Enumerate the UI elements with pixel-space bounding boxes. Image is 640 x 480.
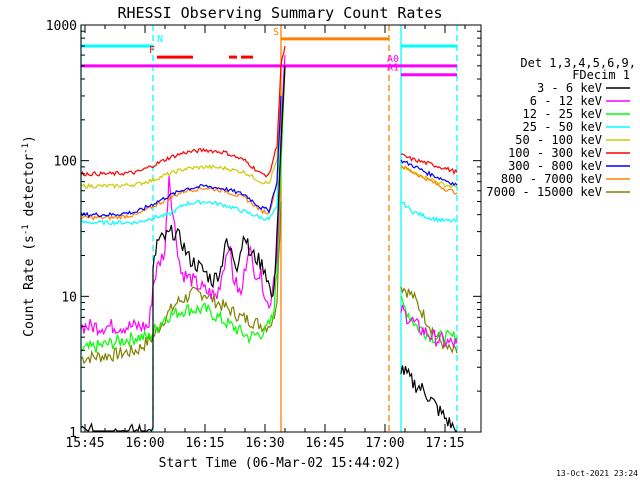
y-tick-label: 1 <box>69 426 77 441</box>
legend-header-decimation: FDecim 1 <box>572 68 630 82</box>
series-line-7-1 <box>400 165 458 195</box>
chart-title: RHESSI Observing Summary Count Rates <box>117 4 442 22</box>
legend-label-8: 7000 - 15000 keV <box>486 185 602 199</box>
y-axis-label-sup2: -1 <box>21 143 31 154</box>
series-line-0-0 <box>80 65 286 433</box>
series-line-5-0 <box>80 45 286 178</box>
series-line-8-0 <box>80 201 282 365</box>
x-tick-label: 16:30 <box>245 436 284 451</box>
flag-label-a0: A0 <box>387 54 399 65</box>
generation-timestamp: 13-Oct-2021 23:24 <box>556 469 638 478</box>
y-axis-label-mid: detector <box>22 154 37 225</box>
legend-label-0: 3 - 6 keV <box>537 81 602 95</box>
flag-label-s: S <box>273 27 279 38</box>
legend-label-3: 25 - 50 keV <box>523 120 602 134</box>
y-axis-label-end: ) <box>22 135 37 143</box>
series-line-2-1 <box>400 295 458 346</box>
series-line-0-1 <box>400 365 457 432</box>
series-line-3-1 <box>400 201 458 223</box>
data-series <box>80 45 458 433</box>
x-tick-label: 17:15 <box>425 436 464 451</box>
x-tick-label: 16:00 <box>125 436 164 451</box>
axes: 1 10 100 1000 15:45 16:00 16:15 16:30 16:45 17:00… <box>46 19 482 451</box>
flag-label-f: F <box>149 45 155 56</box>
series-line-4-0 <box>80 78 282 189</box>
plot-frame <box>80 24 482 433</box>
legend-label-1: 6 - 12 keV <box>530 94 602 108</box>
series-line-5-1 <box>400 153 458 176</box>
flag-label-a1: A1 <box>387 63 399 74</box>
x-tick-label: 16:15 <box>185 436 224 451</box>
y-tick-label: 100 <box>54 155 77 170</box>
x-tick-label: 15:45 <box>65 436 104 451</box>
x-tick-label: 17:00 <box>365 436 404 451</box>
y-axis-label-sup1: -1 <box>21 224 31 235</box>
series-line-6-1 <box>400 159 458 186</box>
series-line-2-0 <box>80 65 286 353</box>
flag-label-n: N <box>157 34 163 45</box>
legend-label-6: 300 - 800 keV <box>508 159 602 173</box>
series-line-7-0 <box>80 95 282 221</box>
y-axis-label-text: Count Rate (s-1 detector-1) <box>21 135 37 337</box>
series-line-3-0 <box>80 95 282 226</box>
legend-label-7: 800 - 7000 keV <box>501 172 602 186</box>
series-line-1-0 <box>80 55 286 337</box>
legend-header-detectors: Det 1,3,4,5,6,9, <box>520 56 636 70</box>
series-line-8-1 <box>400 286 458 354</box>
x-tick-label: 16:45 <box>305 436 344 451</box>
legend-label-2: 12 - 25 keV <box>523 107 602 121</box>
y-tick-label: 10 <box>61 290 77 305</box>
series-line-1-1 <box>400 304 458 349</box>
y-tick-label: 1000 <box>46 19 77 34</box>
x-axis-label: Start Time (06-Mar-02 15:44:02) <box>159 456 402 471</box>
y-axis-label: Count Rate (s-1 detector-1) <box>21 135 37 337</box>
y-axis-label-main: Count Rate (s <box>22 235 37 337</box>
legend-label-4: 50 - 100 keV <box>515 133 602 147</box>
series-line-6-0 <box>80 95 282 218</box>
legend-label-5: 100 - 300 keV <box>508 146 602 160</box>
